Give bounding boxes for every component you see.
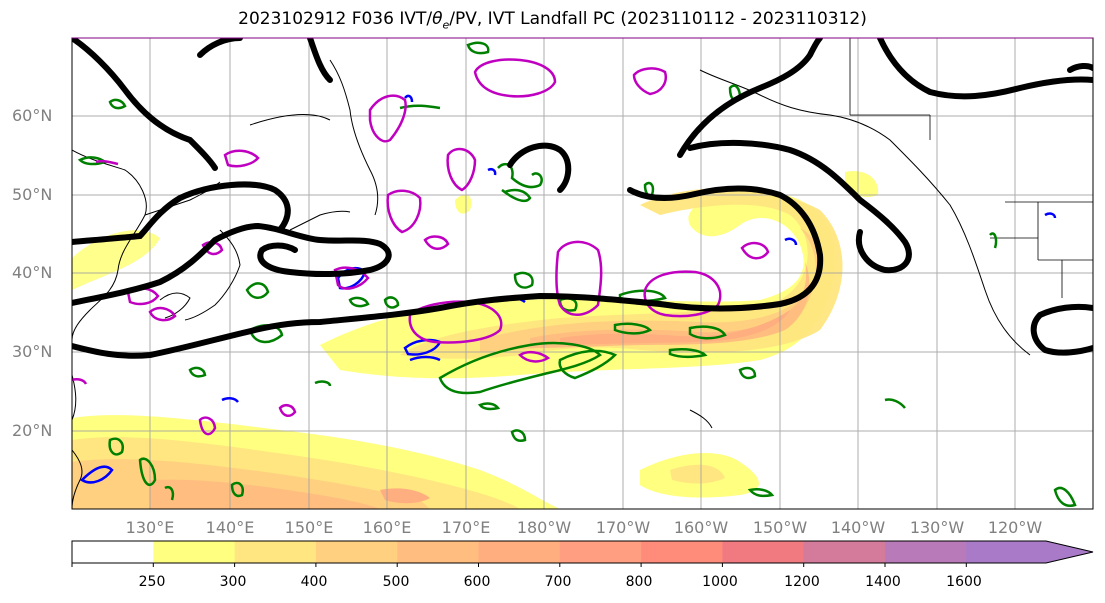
colorbar-extend-arrow bbox=[966, 541, 1093, 563]
colorbar-segment bbox=[803, 541, 886, 563]
lon-label-150e: 150°E bbox=[284, 518, 334, 537]
lon-label-170w: 170°W bbox=[595, 518, 651, 537]
colorbar-segment bbox=[234, 541, 317, 563]
colorbar-segment bbox=[478, 541, 561, 563]
lon-label-160e: 160°E bbox=[362, 518, 412, 537]
colorbar-tick-label: 400 bbox=[300, 574, 328, 590]
lon-label-170e: 170°E bbox=[441, 518, 491, 537]
lat-label-40n: 40°N bbox=[12, 263, 53, 282]
lon-label-130w: 130°W bbox=[909, 518, 965, 537]
lat-label-20n: 20°N bbox=[12, 421, 53, 440]
colorbar-tick-label: 500 bbox=[382, 574, 410, 590]
ivt-colorbar bbox=[71, 540, 1094, 567]
lon-label-140w: 140°W bbox=[830, 518, 886, 537]
colorbar-segment bbox=[72, 541, 154, 563]
figure-title: 2023102912 F036 IVT/θe/PV, IVT Landfall … bbox=[238, 9, 867, 32]
colorbar-segment bbox=[885, 541, 967, 563]
lon-label-160w: 160°W bbox=[673, 518, 729, 537]
pv-contours bbox=[72, 58, 770, 436]
lat-label-50n: 50°N bbox=[12, 185, 53, 204]
colorbar-segment bbox=[641, 541, 723, 563]
colorbar-tick-label: 700 bbox=[544, 574, 572, 590]
theta-e-contours bbox=[72, 38, 1093, 359]
colorbar-tick-label: 800 bbox=[625, 574, 653, 590]
colorbar-segment bbox=[559, 541, 642, 563]
lon-label-180w: 180°W bbox=[516, 518, 572, 537]
colorbar-tick-label: 300 bbox=[219, 574, 247, 590]
lon-label-150w: 150°W bbox=[752, 518, 808, 537]
colorbar-tick-label: 250 bbox=[138, 574, 166, 590]
colorbar-segment bbox=[153, 541, 236, 563]
lon-label-140e: 140°E bbox=[205, 518, 255, 537]
colorbar-segment bbox=[722, 541, 805, 563]
lat-label-60n: 60°N bbox=[12, 106, 53, 125]
lat-label-30n: 30°N bbox=[12, 342, 53, 361]
colorbar-segment bbox=[397, 541, 479, 563]
lon-label-120w: 120°W bbox=[987, 518, 1043, 537]
colorbar-tick-label: 1400 bbox=[865, 574, 901, 590]
colorbar-tick-label: 1000 bbox=[702, 574, 738, 590]
colorbar-tick-label: 1200 bbox=[784, 574, 820, 590]
lon-label-130e: 130°E bbox=[125, 518, 175, 537]
colorbar-tick-label: 600 bbox=[463, 574, 491, 590]
colorbar-tick-label: 1600 bbox=[946, 574, 982, 590]
colorbar-segment bbox=[315, 541, 398, 563]
borders bbox=[849, 38, 1093, 298]
coastlines bbox=[72, 59, 1031, 509]
